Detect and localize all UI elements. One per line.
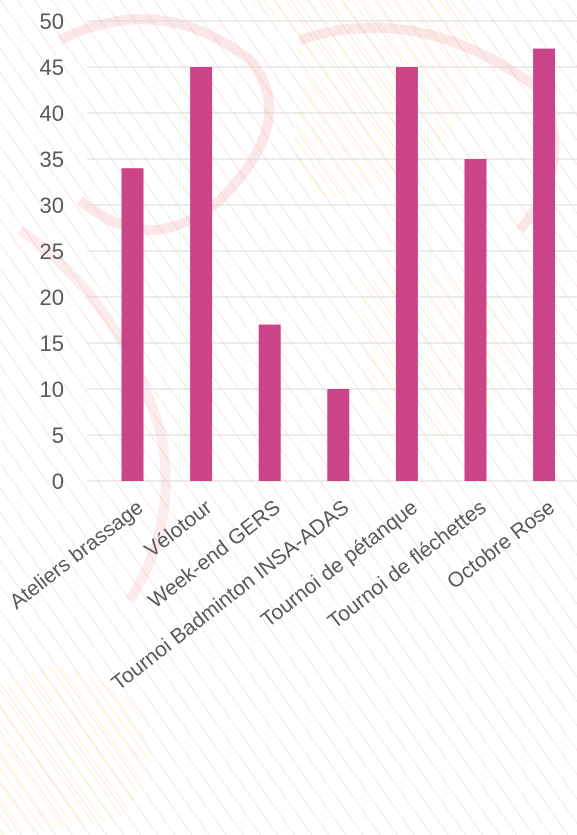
y-tick-label: 5 — [52, 423, 64, 448]
bar-2 — [190, 67, 213, 481]
bar-6 — [464, 159, 487, 481]
y-tick-label: 10 — [40, 377, 64, 402]
bars — [121, 48, 556, 481]
y-axis-ticks: 0 5 10 15 20 25 30 35 40 45 50 — [40, 9, 64, 494]
bar-3 — [258, 324, 281, 481]
bar-7 — [533, 48, 556, 481]
y-tick-label: 50 — [40, 9, 64, 34]
y-tick-label: 20 — [40, 285, 64, 310]
y-tick-label: 35 — [40, 147, 64, 172]
y-tick-label: 25 — [40, 239, 64, 264]
y-tick-label: 15 — [40, 331, 64, 356]
y-tick-label: 30 — [40, 193, 64, 218]
bar-1 — [121, 168, 144, 481]
bar-5 — [395, 67, 418, 481]
bar-4 — [327, 389, 350, 481]
y-tick-label: 0 — [52, 469, 64, 494]
y-tick-label: 45 — [40, 55, 64, 80]
y-tick-label: 40 — [40, 101, 64, 126]
